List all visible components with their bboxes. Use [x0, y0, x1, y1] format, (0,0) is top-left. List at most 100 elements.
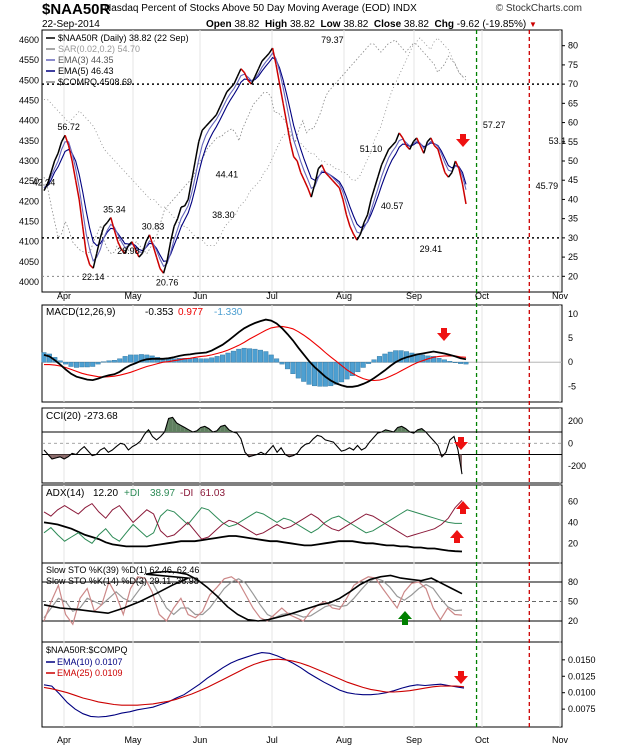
naa50r-segment — [106, 217, 112, 223]
macd-legend-hist: -1.330 — [214, 307, 243, 318]
macd-histogram-bar — [106, 360, 112, 363]
chg-label: Chg — [434, 19, 454, 30]
macd-histogram-bar — [111, 360, 117, 363]
annotation-label: 42.34 — [33, 177, 56, 187]
macd-histogram-bar — [387, 351, 393, 363]
macd-histogram-bar — [95, 361, 101, 365]
macd-legend-signal: 0.977 — [178, 307, 203, 318]
naa50r-segment — [233, 76, 239, 85]
naa50r-segment — [451, 160, 457, 173]
annotation-label: 53.1 — [549, 136, 567, 146]
macd-histogram-bar — [128, 354, 134, 363]
naa50r-segment — [303, 179, 309, 189]
macd-histogram-bar — [301, 361, 307, 382]
close-value: 38.82 — [403, 19, 429, 30]
macd-histogram-bar — [247, 348, 253, 363]
macd-histogram-bar — [290, 361, 296, 374]
macd-legend-value: -0.353 — [145, 307, 174, 318]
naa50r-segment — [296, 160, 302, 173]
naa50r-segment — [349, 226, 355, 235]
naa50r-segment — [117, 241, 123, 250]
price-right-tick-label: 60 — [568, 118, 578, 128]
price-legend-entry: EMA(3) 44.35 — [58, 55, 114, 65]
cci-fill-positive — [168, 417, 173, 432]
sto-k39-line — [43, 570, 463, 622]
naa50r-segment — [373, 176, 379, 189]
down-arrow-icon: ▼ — [529, 20, 537, 29]
macd-histogram-bar — [257, 349, 263, 363]
macd-histogram-bar — [73, 361, 79, 368]
naa50r-segment — [454, 160, 460, 169]
naa50r-segment — [190, 160, 196, 181]
ema3-line — [43, 51, 467, 268]
cci-right-tick-label: 0 — [568, 438, 573, 448]
naa50r-segment — [321, 164, 327, 173]
minus-di-value: 61.03 — [200, 488, 225, 499]
sar-line — [44, 37, 467, 246]
naa50r-segment — [169, 226, 175, 242]
price-right-tick-label: 45 — [568, 175, 578, 185]
macd-histogram-bar — [133, 354, 139, 363]
adx-legend-title: ADX(14) — [46, 488, 84, 499]
price-legend-entry: EMA(5) 46.43 — [58, 66, 114, 76]
naa50r-segment — [74, 180, 80, 200]
naa50r-segment — [166, 241, 172, 262]
price-right-tick-label: 50 — [568, 156, 578, 166]
macd-histogram-bar — [306, 361, 312, 385]
naa50r-segment — [366, 199, 372, 215]
naa50r-segment — [380, 156, 386, 166]
naa50r-segment — [363, 214, 369, 223]
price-right-tick-label: 55 — [568, 137, 578, 147]
macd-right-tick-label: -5 — [568, 381, 576, 391]
macd-histogram-bar — [79, 361, 85, 368]
panel-frame-adx — [41, 484, 563, 564]
naa50r-segment — [331, 179, 337, 185]
macd-histogram-bar — [376, 356, 382, 363]
annotation-label: 45.79 — [536, 181, 559, 191]
macd-histogram-bar — [209, 357, 215, 363]
macd-histogram-bar — [225, 352, 231, 363]
price-left-tick-label: 4450 — [19, 96, 39, 106]
macd-histogram-bar — [312, 361, 317, 387]
naa50r-segment — [187, 180, 193, 200]
naa50r-segment — [103, 221, 108, 227]
price-right-tick-label: 20 — [568, 271, 578, 281]
naa50r-segment — [46, 172, 52, 185]
cci-fill-positive — [204, 426, 209, 432]
naa50r-segment — [447, 172, 453, 178]
annotation-label: 22.14 — [82, 272, 105, 282]
price-legend-entry: SAR(0.02,0.2) 54.70 — [58, 44, 140, 54]
macd-histogram-bar — [263, 351, 269, 363]
price-left-tick-label: 4500 — [19, 75, 39, 85]
naa50r-segment — [310, 183, 316, 198]
naa50r-segment — [226, 87, 231, 93]
macd-histogram-bar — [57, 360, 63, 363]
cci-fill-positive — [180, 425, 185, 432]
naa50r-segment — [412, 137, 418, 143]
naa50r-segment — [96, 237, 101, 254]
macd-histogram-bar — [230, 350, 236, 363]
chart-header: $NAA50R Nasdaq Percent of Stocks Above 5… — [0, 0, 620, 34]
chart-text: Apr Apr May May Jun Jun Jul Jul Aug Aug Sep Sep Oct O… — [19, 33, 596, 745]
open-value: 38.82 — [234, 19, 260, 30]
macd-histogram-bar — [339, 361, 345, 383]
naa50r-segment — [430, 137, 436, 146]
annotation-label: 56.72 — [57, 122, 80, 132]
naa50r-segment — [57, 141, 63, 154]
naa50r-segment — [162, 260, 168, 274]
ratio-right-tick-label: 0.0125 — [568, 671, 596, 681]
naa50r-segment — [194, 141, 200, 162]
annotation-label: 38.30 — [212, 210, 235, 220]
plus-di-line — [43, 507, 462, 544]
macd-histogram-bar — [436, 358, 442, 363]
open-label: Open — [206, 19, 232, 30]
macd-histogram-bar — [220, 354, 226, 363]
naa50r-segment — [247, 79, 253, 85]
macd-right-tick-label: 0 — [568, 357, 573, 367]
naa50r-segment — [391, 141, 397, 147]
macd-histogram-bar — [84, 361, 90, 368]
price-right-tick-label: 65 — [568, 98, 578, 108]
naa50r-segment — [127, 241, 133, 247]
up-arrow-icon — [456, 501, 470, 514]
naa50r-segment — [71, 160, 77, 181]
